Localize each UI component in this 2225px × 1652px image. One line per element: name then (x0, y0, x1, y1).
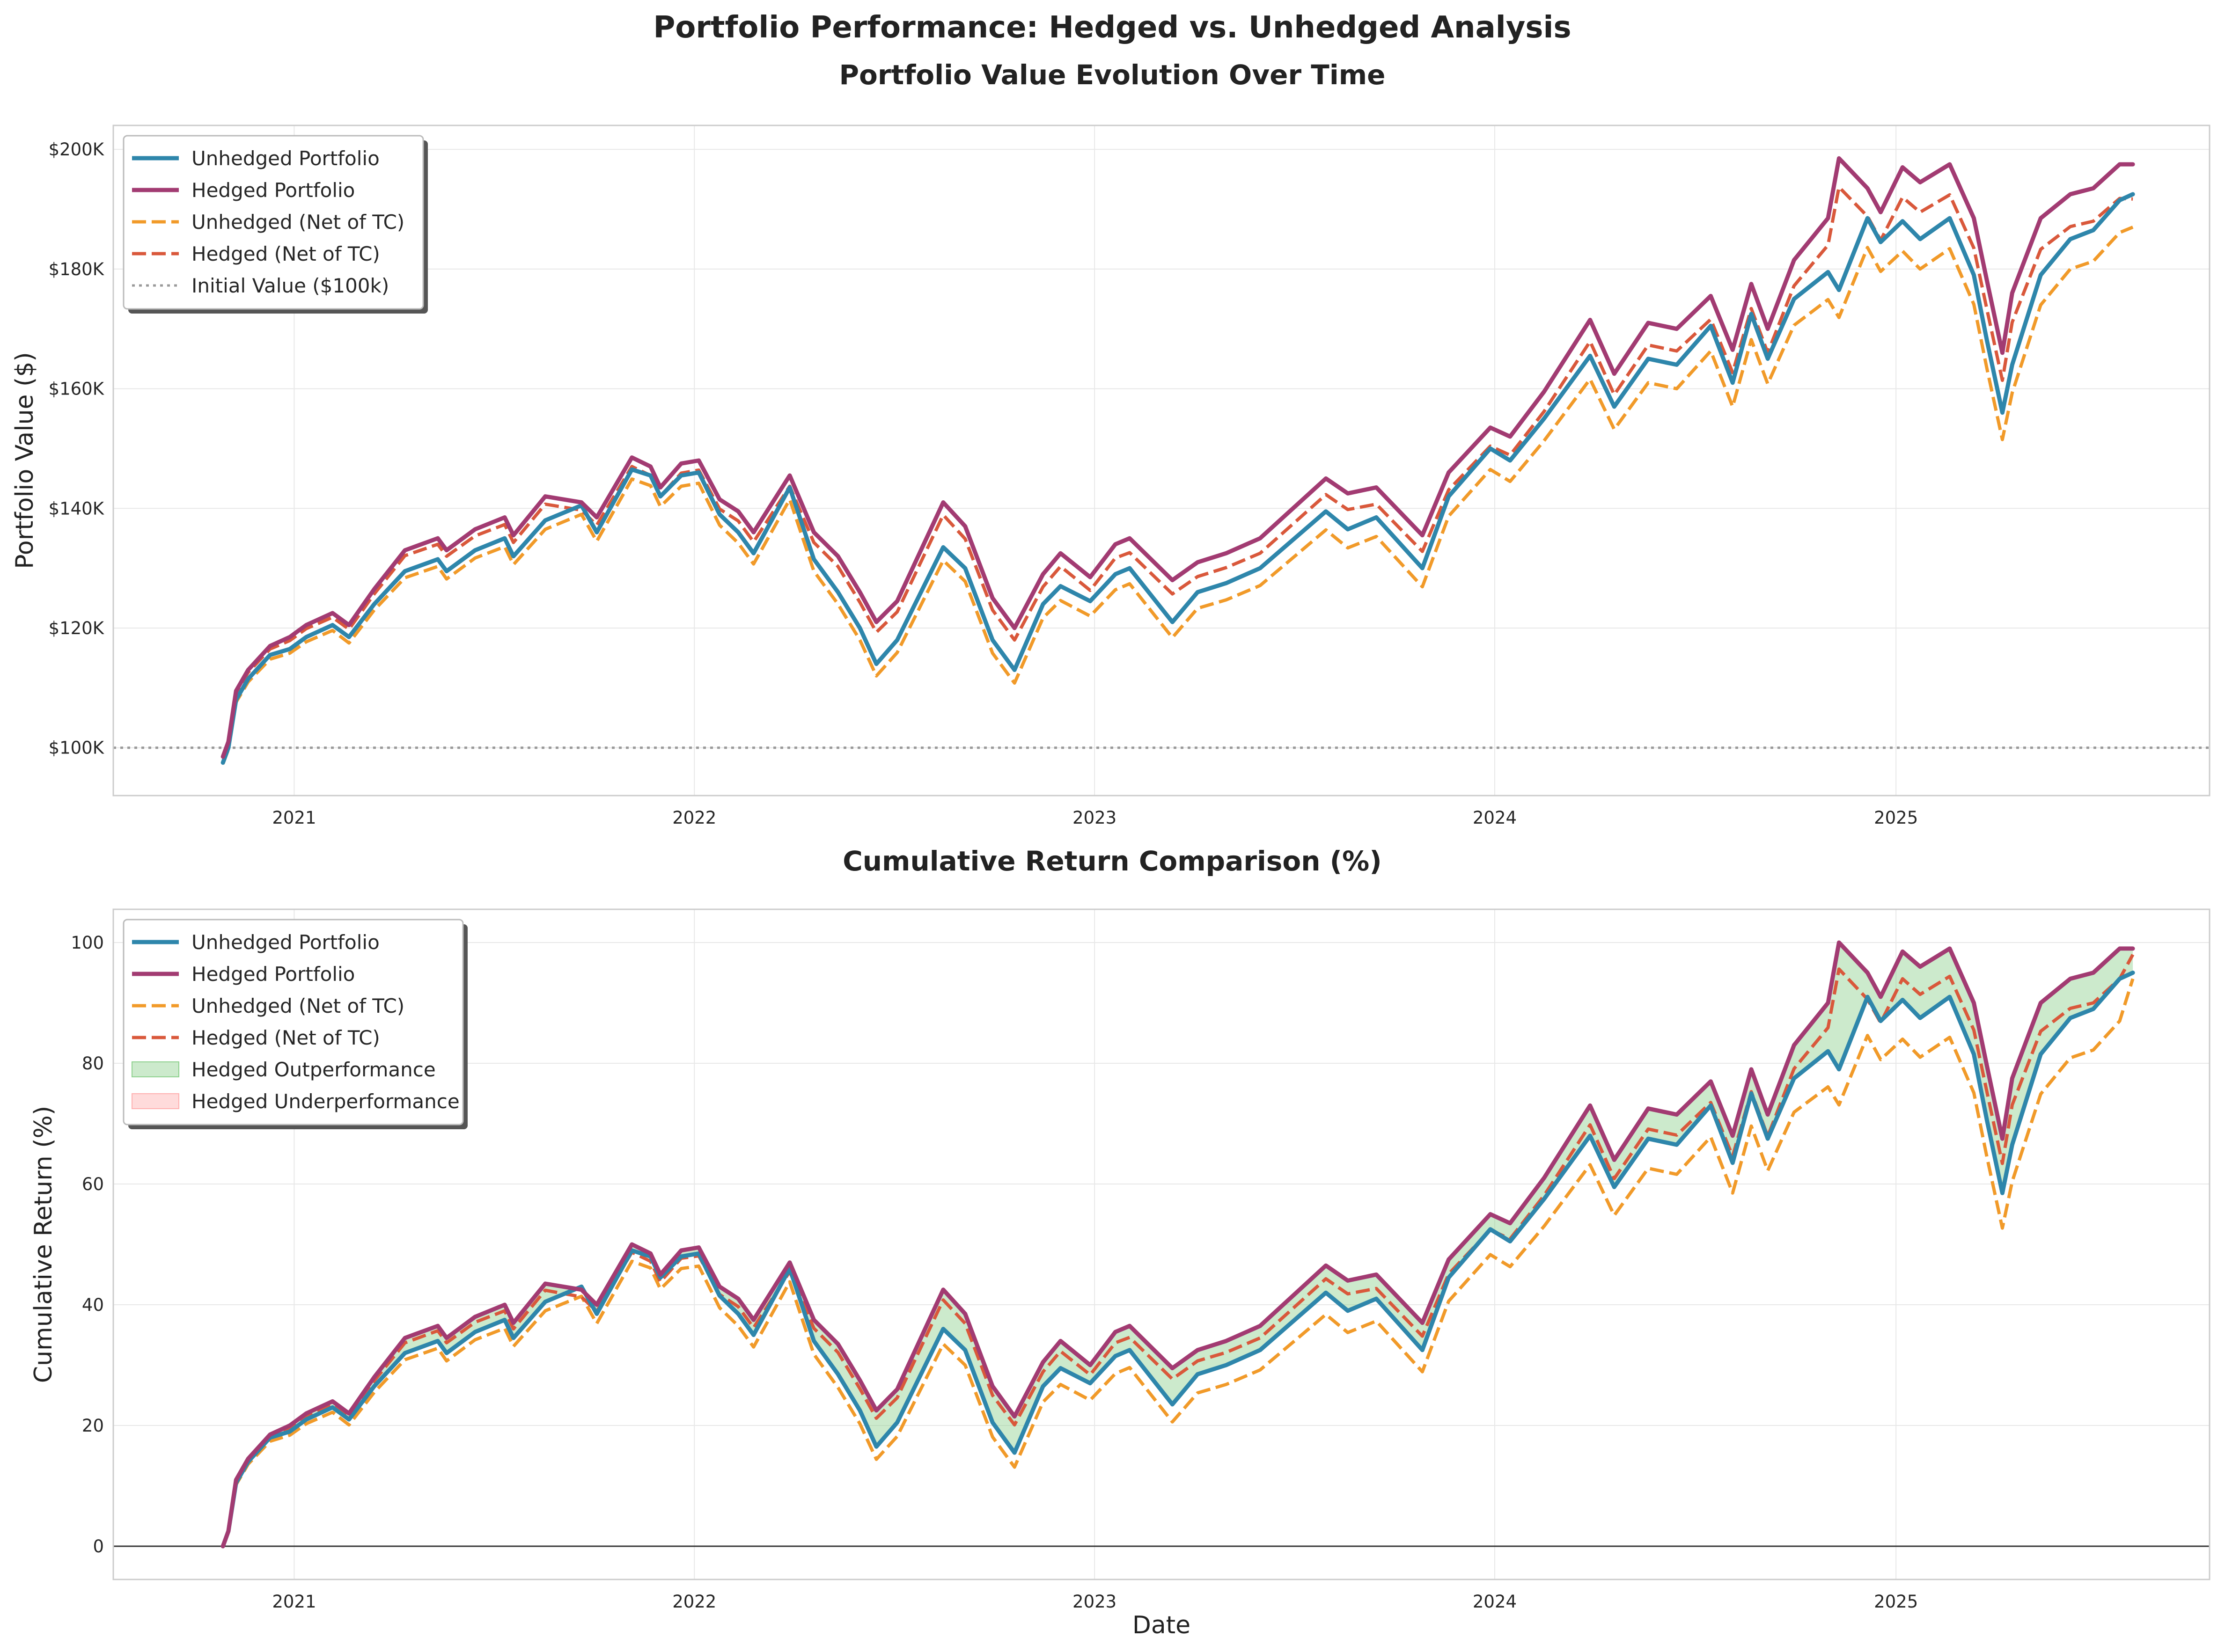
series-line-hedged-portfolio (220, 940, 2135, 1549)
series-lines-portfolio-value (220, 156, 2135, 765)
legend-entry-unhedged-net-of-tc: Unhedged (Net of TC) (132, 994, 404, 1017)
legend-label: Hedged Portfolio (191, 179, 355, 202)
legend-label: Initial Value ($100k) (191, 274, 389, 297)
y-tick-label: $100K (49, 738, 105, 758)
series-lines-cumulative-return (220, 940, 2135, 1549)
portfolio-value-panel: Portfolio Value Evolution Over Time 2021… (11, 59, 2210, 828)
legend-label: Unhedged Portfolio (191, 931, 380, 954)
y-tick-labels-portfolio-value: $100K $120K $140K $160K $180K $200K (49, 139, 105, 758)
grid-portfolio-value (113, 125, 2210, 796)
legend-label: Hedged Portfolio (191, 963, 355, 986)
series-line-hedged-net-of-tc (221, 185, 2133, 759)
legend-label: Hedged Underperformance (191, 1090, 460, 1113)
legend-entry-hedged-outperformance: Hedged Outperformance (132, 1058, 436, 1081)
legend-entry-hedged-net-of-tc: Hedged (Net of TC) (132, 242, 380, 265)
legend-label: Hedged (Net of TC) (191, 1026, 380, 1049)
y-tick-labels-cumulative-return: 0 20 40 60 80 100 (71, 933, 104, 1557)
legend-entry-hedged-underperformance: Hedged Underperformance (132, 1090, 460, 1113)
x-tick-label: 2022 (672, 1592, 716, 1612)
panel-title-cumulative-return: Cumulative Return Comparison (%) (843, 845, 1382, 877)
x-tick-label: 2024 (1473, 808, 1517, 828)
x-tick-label: 2022 (672, 808, 716, 828)
x-axis-label-cumulative-return: Date (1132, 1611, 1190, 1639)
plot-frame-cumulative-return (112, 908, 2210, 1580)
y-axis-label-portfolio-value: Portfolio Value ($) (11, 352, 39, 569)
legend-entry-unhedged-portfolio: Unhedged Portfolio (132, 931, 380, 954)
legend-entry-hedged-net-of-tc: Hedged (Net of TC) (132, 1026, 380, 1049)
y-tick-label: 60 (82, 1174, 104, 1194)
legend-box (123, 919, 464, 1126)
y-tick-label: $180K (49, 259, 105, 279)
series-line-unhedged-portfolio (220, 971, 2135, 1549)
y-tick-label: 0 (93, 1536, 104, 1557)
legend-portfolio-value: Unhedged Portfolio Hedged Portfolio Unhedg… (123, 135, 428, 314)
series-line-unhedged-net-of-tc (221, 226, 2134, 765)
y-axis-label-cumulative-return: Cumulative Return (%) (29, 1106, 58, 1383)
cumulative-return-panel: Cumulative Return Comparison (%) 2021 202… (29, 845, 2210, 1639)
x-tick-label: 2021 (272, 1592, 316, 1612)
x-tick-label: 2021 (272, 808, 316, 828)
x-tick-label: 2025 (1874, 808, 1918, 828)
y-tick-label: 20 (82, 1416, 104, 1436)
y-tick-label: $140K (49, 498, 105, 519)
y-tick-label: 100 (71, 933, 104, 953)
y-tick-label: 80 (82, 1053, 104, 1074)
legend-swatch (132, 1093, 179, 1109)
x-tick-label: 2023 (1072, 808, 1116, 828)
x-tick-labels-portfolio-value: 2021 2022 2023 2024 2025 (272, 808, 1918, 828)
plot-frame-portfolio-value (112, 124, 2210, 797)
series-line-unhedged-net-of-tc (221, 978, 2135, 1547)
figure-suptitle: Portfolio Performance: Hedged vs. Unhedg… (653, 10, 1571, 45)
legend-label: Unhedged (Net of TC) (191, 994, 404, 1017)
legend-entry-hedged-portfolio: Hedged Portfolio (132, 963, 355, 986)
legend-label: Hedged (Net of TC) (191, 242, 380, 265)
y-tick-label: $200K (49, 139, 105, 160)
legend-swatch (132, 1061, 179, 1077)
legend-label: Hedged Outperformance (191, 1058, 436, 1081)
legend-entry-initial-value-100k: Initial Value ($100k) (132, 274, 389, 297)
legend-entry-hedged-portfolio: Hedged Portfolio (132, 179, 355, 202)
x-tick-labels-cumulative-return: 2021 2022 2023 2024 2025 (272, 1592, 1918, 1612)
series-line-hedged-portfolio (220, 156, 2135, 759)
legend-cumulative-return: Unhedged Portfolio Hedged Portfolio Unhedg… (123, 919, 468, 1129)
panel-title-portfolio-value: Portfolio Value Evolution Over Time (839, 59, 1386, 91)
y-tick-label: $120K (49, 618, 105, 638)
legend-entry-unhedged-net-of-tc: Unhedged (Net of TC) (132, 211, 404, 234)
legend-entry-unhedged-portfolio: Unhedged Portfolio (132, 147, 380, 170)
legend-label: Unhedged (Net of TC) (191, 211, 404, 234)
legend-label: Unhedged Portfolio (191, 147, 380, 170)
x-tick-label: 2023 (1072, 1592, 1116, 1612)
x-tick-label: 2024 (1473, 1592, 1517, 1612)
series-line-unhedged-portfolio (220, 192, 2135, 765)
y-tick-label: $160K (49, 379, 105, 399)
x-tick-label: 2025 (1874, 1592, 1918, 1612)
y-tick-label: 40 (82, 1295, 104, 1315)
legend-box (123, 135, 424, 310)
